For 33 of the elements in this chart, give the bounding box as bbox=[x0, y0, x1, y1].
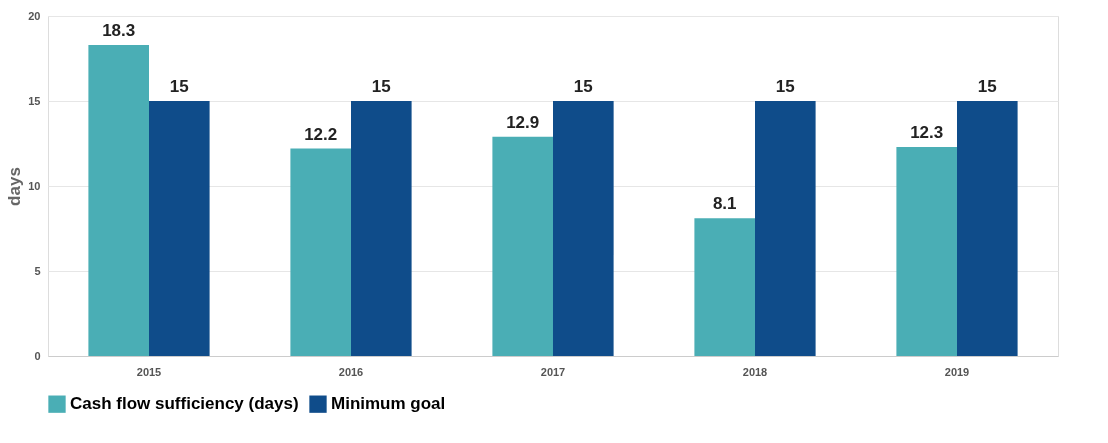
bar bbox=[492, 136, 553, 356]
data-label: 15 bbox=[573, 77, 593, 96]
x-tick-label: 2019 bbox=[944, 365, 970, 378]
y-tick-label: 5 bbox=[34, 264, 41, 277]
x-tick-label: 2015 bbox=[136, 365, 162, 378]
y-axis-title: days bbox=[5, 167, 25, 206]
legend-label: Cash flow sufficiency (days) bbox=[70, 394, 299, 414]
bar bbox=[351, 101, 412, 356]
x-tick-label: 2016 bbox=[338, 365, 364, 378]
legend-label: Minimum goal bbox=[331, 394, 446, 414]
data-label: 15 bbox=[775, 77, 795, 96]
data-label: 15 bbox=[169, 77, 189, 96]
data-label: 12.3 bbox=[910, 122, 944, 142]
bar bbox=[290, 148, 351, 356]
bar bbox=[553, 101, 614, 356]
y-tick-label: 20 bbox=[28, 9, 41, 22]
bar bbox=[694, 218, 755, 356]
data-label: 15 bbox=[371, 77, 391, 96]
data-label: 18.3 bbox=[102, 20, 136, 40]
x-tick-label: 2018 bbox=[742, 365, 768, 378]
y-tick-label: 15 bbox=[28, 94, 41, 107]
y-tick-label: 10 bbox=[28, 179, 41, 192]
data-label: 12.9 bbox=[506, 112, 540, 132]
bar bbox=[896, 146, 957, 356]
bar bbox=[957, 101, 1018, 356]
x-tick-label: 2017 bbox=[540, 365, 566, 378]
bar bbox=[755, 101, 816, 356]
bar bbox=[149, 101, 210, 356]
bar bbox=[88, 44, 149, 356]
y-tick-label: 0 bbox=[34, 349, 41, 362]
data-label: 15 bbox=[977, 77, 997, 96]
data-label: 12.2 bbox=[304, 124, 338, 144]
data-label: 8.1 bbox=[712, 194, 737, 214]
